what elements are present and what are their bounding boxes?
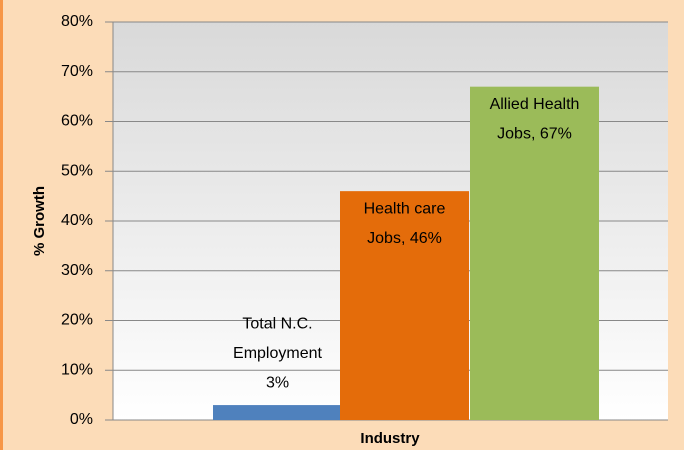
y-tick-label: 30% [61,262,93,279]
y-tick-label: 10% [61,361,93,378]
y-tick-label: 60% [61,113,93,130]
edge [0,0,3,450]
y-tick-label: 0% [70,411,93,428]
data-label: Jobs, 46% [367,230,442,247]
y-axis-label: % Growth [31,186,48,256]
y-tick-label: 20% [61,312,93,329]
data-label: 3% [266,374,289,391]
y-tick-label: 40% [61,212,93,229]
bar [340,191,469,420]
bar [213,405,342,420]
data-label: Jobs, 67% [497,125,572,142]
data-label: Allied Health [490,96,580,113]
bar [470,86,599,421]
y-tick-label: 50% [61,162,93,179]
y-tick-label: 80% [61,13,93,30]
data-label: Health care [364,200,446,217]
data-label: Employment [233,345,322,362]
data-label: Total N.C. [242,315,312,332]
y-tick-label: 70% [61,63,93,80]
x-axis-label: Industry [360,430,420,447]
